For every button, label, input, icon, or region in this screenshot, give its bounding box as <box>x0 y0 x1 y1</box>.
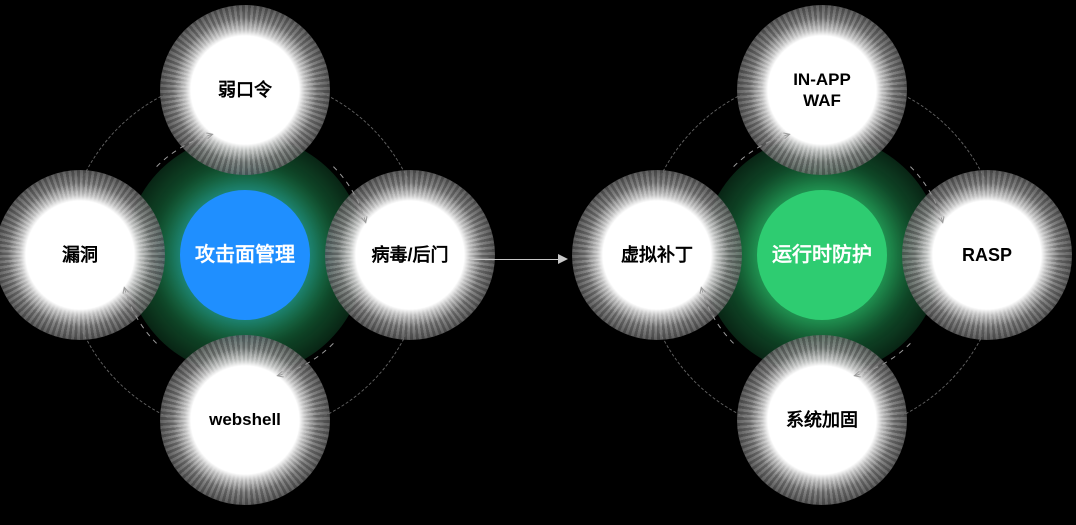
center-core-label: 攻击面管理 <box>195 242 295 268</box>
satellite-right-left: 虚拟补丁 <box>572 170 742 340</box>
cluster-right: IN-APP WAFRASP系统加固虚拟补丁运行时防护 <box>582 15 1062 495</box>
satellite-label: RASP <box>902 170 1072 340</box>
satellite-left-left: 漏洞 <box>0 170 165 340</box>
satellite-label: IN-APP WAF <box>737 5 907 175</box>
satellite-label: 弱口令 <box>160 5 330 175</box>
center-core-label: 运行时防护 <box>772 242 872 268</box>
cluster-left: 弱口令病毒/后门webshell漏洞攻击面管理 <box>5 15 485 495</box>
satellite-right-top: IN-APP WAF <box>737 5 907 175</box>
diagram-stage: 弱口令病毒/后门webshell漏洞攻击面管理IN-APP WAFRASP系统加… <box>0 0 1076 525</box>
center-core-left: 攻击面管理 <box>180 190 310 320</box>
satellite-left-top: 弱口令 <box>160 5 330 175</box>
satellite-label: webshell <box>160 335 330 505</box>
satellite-label: 虚拟补丁 <box>572 170 742 340</box>
satellite-right-right: RASP <box>902 170 1072 340</box>
satellite-label: 漏洞 <box>0 170 165 340</box>
satellite-label: 系统加固 <box>737 335 907 505</box>
connector-arrow <box>470 254 568 264</box>
satellite-right-bottom: 系统加固 <box>737 335 907 505</box>
connector-line <box>470 259 558 260</box>
center-core-right: 运行时防护 <box>757 190 887 320</box>
connector-arrowhead-icon <box>558 254 568 264</box>
satellite-left-bottom: webshell <box>160 335 330 505</box>
